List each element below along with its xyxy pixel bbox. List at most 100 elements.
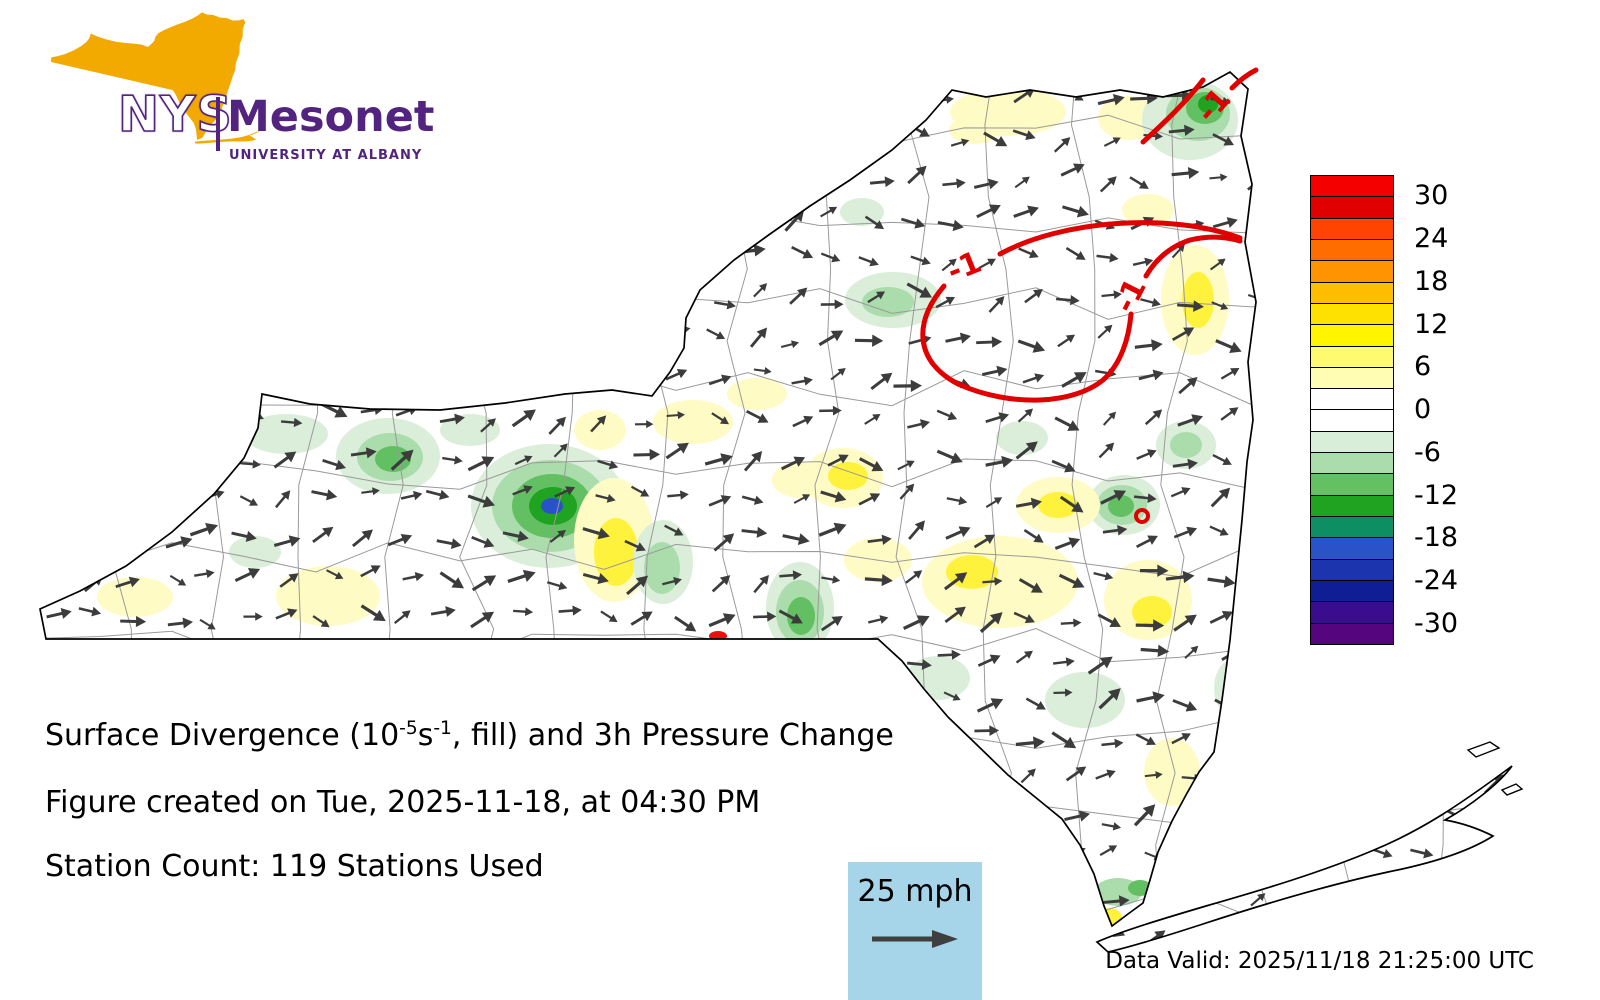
wind-arrow [945, 526, 971, 540]
wind-arrow [48, 489, 73, 507]
wind-arrow [906, 282, 933, 298]
colorbar-label: 18 [1414, 265, 1449, 297]
wind-arrow [1377, 812, 1398, 834]
wind-arrow [551, 169, 577, 186]
fill-contour-blob [276, 566, 380, 626]
wind-arrow [976, 336, 1003, 348]
logo-separator [216, 97, 220, 151]
colorbar-segment [1311, 452, 1393, 474]
wind-arrow [909, 86, 930, 108]
fill-contour-blob [996, 421, 1048, 455]
wind-arrow [1484, 689, 1512, 701]
wind-arrow [1098, 442, 1115, 459]
wind-arrow [706, 328, 726, 340]
wind-arrow [828, 137, 847, 146]
wind-arrow [1171, 327, 1195, 342]
wind-legend: 25 mph [848, 862, 982, 1000]
wind-arrow [326, 569, 344, 580]
wind-arrow [1184, 645, 1199, 659]
wind-arrow [858, 457, 884, 472]
wind-arrow [241, 247, 264, 259]
wind-arrow [393, 610, 411, 625]
wind-arrow [1441, 694, 1469, 710]
wind-arrow [1333, 887, 1355, 899]
wind-arrow [1370, 768, 1398, 781]
colorbar-label: -24 [1414, 564, 1459, 596]
wind-arrow [945, 332, 971, 344]
fill-contour-blob [644, 542, 680, 594]
wind-arrow [310, 929, 334, 942]
colorbar-segment [1311, 366, 1393, 389]
wind-arrow [596, 333, 617, 350]
wind-arrow [365, 220, 383, 230]
wind-arrow [985, 412, 1010, 423]
wind-arrow [1051, 459, 1076, 473]
wind-arrow [1102, 524, 1128, 536]
wind-arrow [395, 649, 422, 661]
wind-arrow [165, 338, 190, 349]
wind-arrow [946, 496, 968, 506]
wind-arrow [1017, 408, 1034, 423]
wind-arrow [1294, 769, 1318, 789]
wind-arrow [439, 571, 464, 589]
wind-arrow [279, 694, 299, 716]
wind-arrow [936, 409, 958, 421]
wind-arrow [933, 819, 964, 833]
wind-arrow [700, 852, 724, 869]
wind-arrow [701, 697, 720, 708]
wind-arrow [980, 933, 1006, 949]
wind-arrow [585, 132, 614, 145]
wind-arrow [546, 131, 567, 151]
wind-arrow [1057, 334, 1076, 348]
pressure-contour-ring [1134, 508, 1150, 524]
wind-arrow [624, 539, 646, 552]
wind-arrow [1059, 495, 1084, 513]
wind-arrow [169, 574, 187, 586]
wind-arrow [197, 889, 222, 900]
wind-arrow [707, 247, 730, 257]
wind-arrow [704, 453, 733, 466]
wind-arrow [163, 412, 186, 423]
wind-arrow [1135, 535, 1158, 548]
wind-arrow [1371, 847, 1393, 859]
wind-arrow [1099, 176, 1117, 193]
wind-arrow [1064, 938, 1088, 949]
wind-arrow [505, 695, 532, 709]
wind-arrow [708, 374, 732, 386]
wind-arrow [477, 178, 497, 187]
wind-arrow [908, 520, 925, 540]
wind-arrow [115, 576, 140, 589]
wind-arrow [124, 457, 153, 470]
wind-arrow [788, 697, 818, 710]
wind-arrow [1014, 814, 1032, 835]
wind-arrow [1100, 490, 1127, 505]
colorbar-segment [1311, 473, 1393, 495]
island [1500, 783, 1524, 796]
wind-arrow [1220, 739, 1239, 748]
wind-arrow [49, 894, 67, 906]
wind-arrow [1095, 769, 1116, 780]
wind-arrow [50, 577, 72, 589]
wind-arrow [1300, 933, 1317, 945]
wind-arrow [1165, 570, 1195, 584]
wind-arrow [976, 204, 1001, 219]
wind-arrow [639, 369, 657, 381]
wind-arrow [1207, 575, 1236, 588]
wind-arrow [1012, 129, 1036, 141]
wind-arrow [1403, 813, 1426, 824]
wind-arrow [1258, 856, 1278, 876]
wind-arrow [468, 250, 488, 260]
colorbar-segment [1311, 409, 1393, 431]
wind-arrow [782, 533, 810, 546]
wind-arrow [1052, 657, 1075, 667]
wind-arrow [743, 450, 763, 472]
wind-arrow [1284, 655, 1313, 668]
colorbar-segment [1311, 601, 1393, 623]
wind-arrow [430, 606, 456, 617]
wind-arrow [473, 896, 502, 909]
wind-arrow [77, 935, 103, 947]
wind-arrow [399, 689, 419, 706]
wind-arrow [1134, 339, 1163, 352]
wind-arrow [441, 660, 462, 670]
wind-arrow [352, 323, 374, 343]
